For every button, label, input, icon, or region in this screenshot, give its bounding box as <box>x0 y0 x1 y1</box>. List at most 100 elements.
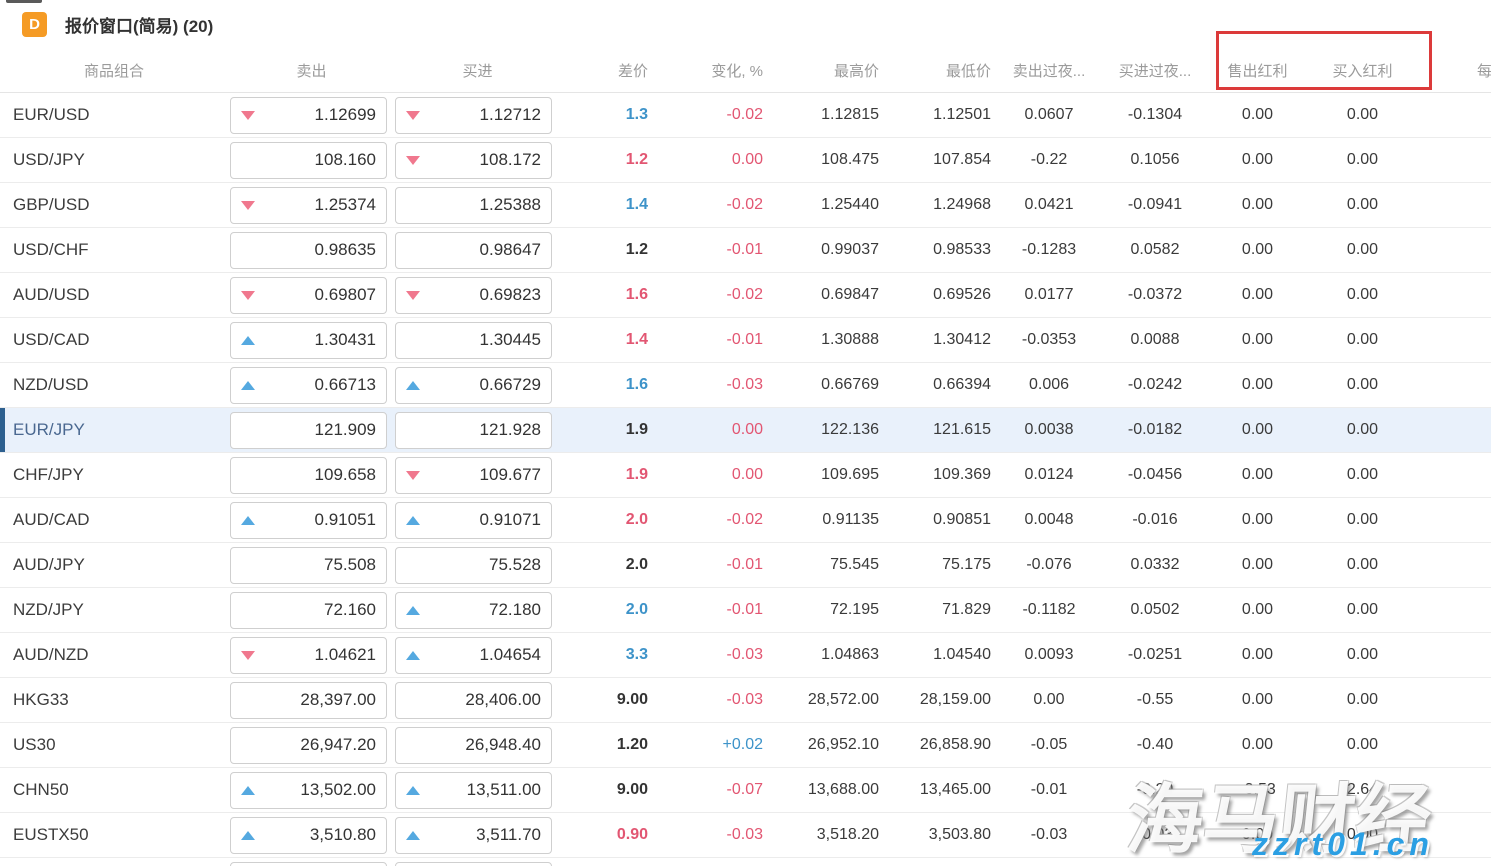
buy-overnight-value: -0.016 <box>1132 511 1178 528</box>
quote-row[interactable]: USD/CAD 1.30431 1.30445 1.4 -0.01 1.3088… <box>0 318 1491 363</box>
buy-price-button[interactable]: 13,511.00 <box>395 771 552 809</box>
quote-row[interactable]: NZD/USD 0.66713 0.66729 1.6 -0.03 0.6676… <box>0 363 1491 408</box>
sell-price-value: 0.69807 <box>314 285 376 304</box>
column-header-buy-overnight[interactable]: 买进过夜... <box>1118 62 1192 80</box>
column-header-per[interactable]: 每 <box>1477 62 1491 80</box>
sell-price-button[interactable]: 28,397.00 <box>230 681 387 719</box>
quote-row[interactable]: HKG33 28,397.00 28,406.00 9.00 -0.03 28,… <box>0 678 1491 723</box>
buy-price-button[interactable]: 75.528 <box>395 546 552 584</box>
spread-value: 0.90 <box>616 826 648 843</box>
low-value: 0.66394 <box>933 376 991 393</box>
quote-row[interactable]: EUR/USD 1.12699 1.12712 1.3 -0.02 1.1281… <box>0 93 1491 138</box>
app-d-icon: D <box>22 11 47 37</box>
sell-price-button[interactable]: 75.508 <box>230 546 387 584</box>
column-header-sell[interactable]: 卖出 <box>296 62 327 80</box>
column-header-sell-dividend[interactable]: 售出红利 <box>1227 62 1288 80</box>
sell-price-button[interactable]: 109.658 <box>230 456 387 494</box>
buy-price-button[interactable]: 0.91071 <box>395 501 552 539</box>
buy-dividend-value: 0.00 <box>1346 736 1379 753</box>
column-header-buy[interactable]: 买进 <box>462 62 493 80</box>
buy-price-value: 0.69823 <box>479 285 541 304</box>
sell-price-button[interactable]: 121.909 <box>230 411 387 449</box>
sell-cell: 1.04621 <box>228 636 395 674</box>
buy-price-button[interactable]: 0.66729 <box>395 366 552 404</box>
sell-price-button[interactable]: 1.04621 <box>230 636 387 674</box>
column-header-low[interactable]: 最低价 <box>945 62 991 80</box>
buy-price-button[interactable]: 0.69823 <box>395 276 552 314</box>
column-header-spread[interactable]: 差价 <box>617 62 648 80</box>
quote-row[interactable]: CHN50 13,502.00 13,511.00 9.00 -0.07 13,… <box>0 768 1491 813</box>
buy-price-button[interactable]: 1.12712 <box>395 96 552 134</box>
buy-arrow-icon <box>406 830 420 840</box>
sell-price-button[interactable]: 0.69807 <box>230 276 387 314</box>
quote-row[interactable]: AUD/JPY 75.508 75.528 2.0 -0.01 75.545 7… <box>0 543 1491 588</box>
low-value: 0.90851 <box>933 511 991 528</box>
buy-price-value: 13,511.00 <box>466 780 541 799</box>
partial-quote-row[interactable] <box>0 858 1491 866</box>
buy-price-button[interactable]: 28,406.00 <box>395 681 552 719</box>
quote-row[interactable]: US30 26,947.20 26,948.40 1.20 +0.02 26,9… <box>0 723 1491 768</box>
buy-price-button[interactable]: 109.677 <box>395 456 552 494</box>
buy-price-button[interactable]: 108.172 <box>395 141 552 179</box>
quote-row[interactable]: GBP/USD 1.25374 1.25388 1.4 -0.02 1.2544… <box>0 183 1491 228</box>
sell-price-button[interactable]: 1.30431 <box>230 321 387 359</box>
buy-price-button[interactable]: 1.04654 <box>395 636 552 674</box>
buy-overnight-value: -0.1304 <box>1127 106 1183 123</box>
sell-price-button[interactable]: 0.98635 <box>230 231 387 269</box>
sell-price-button[interactable] <box>230 861 387 866</box>
sell-dividend-value: 0.00 <box>1241 196 1274 213</box>
buy-price-button[interactable] <box>395 861 552 866</box>
buy-price-value: 1.30445 <box>479 330 541 349</box>
sell-price-button[interactable]: 108.160 <box>230 141 387 179</box>
column-header-sell-overnight[interactable]: 卖出过夜... <box>1012 62 1086 80</box>
sell-dividend-value: 0.00 <box>1241 826 1274 843</box>
quote-row[interactable]: NZD/JPY 72.160 72.180 2.0 -0.01 72.195 7… <box>0 588 1491 633</box>
quote-row[interactable]: AUD/NZD 1.04621 1.04654 3.3 -0.03 1.0486… <box>0 633 1491 678</box>
buy-price-button[interactable]: 26,948.40 <box>395 726 552 764</box>
sell-price-button[interactable]: 1.12699 <box>230 96 387 134</box>
sell-arrow-icon <box>241 200 255 210</box>
sell-price-value: 121.909 <box>314 420 376 439</box>
quote-row[interactable]: USD/CHF 0.98635 0.98647 1.2 -0.01 0.9903… <box>0 228 1491 273</box>
column-header-buy-dividend[interactable]: 买入红利 <box>1332 62 1393 80</box>
sell-price-button[interactable]: 13,502.00 <box>230 771 387 809</box>
sell-cell <box>228 861 395 866</box>
low-value: 1.30412 <box>933 331 991 348</box>
buy-price-button[interactable]: 0.98647 <box>395 231 552 269</box>
sell-price-button[interactable]: 26,947.20 <box>230 726 387 764</box>
buy-price-button[interactable]: 72.180 <box>395 591 552 629</box>
column-header-change-percent[interactable]: 变化, % <box>711 62 763 80</box>
high-value: 0.91135 <box>822 511 879 528</box>
buy-price-value: 0.66729 <box>479 375 541 394</box>
sell-arrow-icon <box>241 110 255 120</box>
sell-price-button[interactable]: 0.91051 <box>230 501 387 539</box>
buy-price-value: 1.04654 <box>479 645 541 664</box>
buy-price-button[interactable]: 1.30445 <box>395 321 552 359</box>
column-header-high[interactable]: 最高价 <box>833 62 879 80</box>
sell-price-button[interactable]: 3,510.80 <box>230 816 387 854</box>
buy-price-button[interactable]: 121.928 <box>395 411 552 449</box>
buy-dividend-value: 0.00 <box>1346 196 1379 213</box>
sell-price-button[interactable]: 0.66713 <box>230 366 387 404</box>
buy-arrow-icon <box>406 155 420 165</box>
sell-overnight-value: 0.0124 <box>1024 466 1074 483</box>
sell-arrow-icon <box>241 515 255 525</box>
quote-row[interactable]: EUSTX50 3,510.80 3,511.70 0.90 -0.03 3,5… <box>0 813 1491 858</box>
sell-price-button[interactable]: 1.25374 <box>230 186 387 224</box>
low-value: 0.98533 <box>933 241 991 258</box>
symbol-label: NZD/JPY <box>13 600 84 619</box>
buy-price-button[interactable]: 1.25388 <box>395 186 552 224</box>
high-value: 1.30888 <box>821 331 879 348</box>
quote-row[interactable]: CHF/JPY 109.658 109.677 1.9 0.00 109.695… <box>0 453 1491 498</box>
sell-price-button[interactable]: 72.160 <box>230 591 387 629</box>
column-header-symbol[interactable]: 商品组合 <box>83 62 144 80</box>
sell-arrow-icon <box>241 335 255 345</box>
quote-row[interactable]: EUR/JPY 121.909 121.928 1.9 0.00 122.136… <box>0 408 1491 453</box>
sell-price-value: 1.04621 <box>314 645 376 664</box>
spread-value: 9.00 <box>616 781 648 798</box>
buy-price-value: 109.677 <box>479 465 541 484</box>
quote-row[interactable]: AUD/CAD 0.91051 0.91071 2.0 -0.02 0.9113… <box>0 498 1491 543</box>
quote-row[interactable]: AUD/USD 0.69807 0.69823 1.6 -0.02 0.6984… <box>0 273 1491 318</box>
quote-row[interactable]: USD/JPY 108.160 108.172 1.2 0.00 108.475… <box>0 138 1491 183</box>
buy-price-button[interactable]: 3,511.70 <box>395 816 552 854</box>
